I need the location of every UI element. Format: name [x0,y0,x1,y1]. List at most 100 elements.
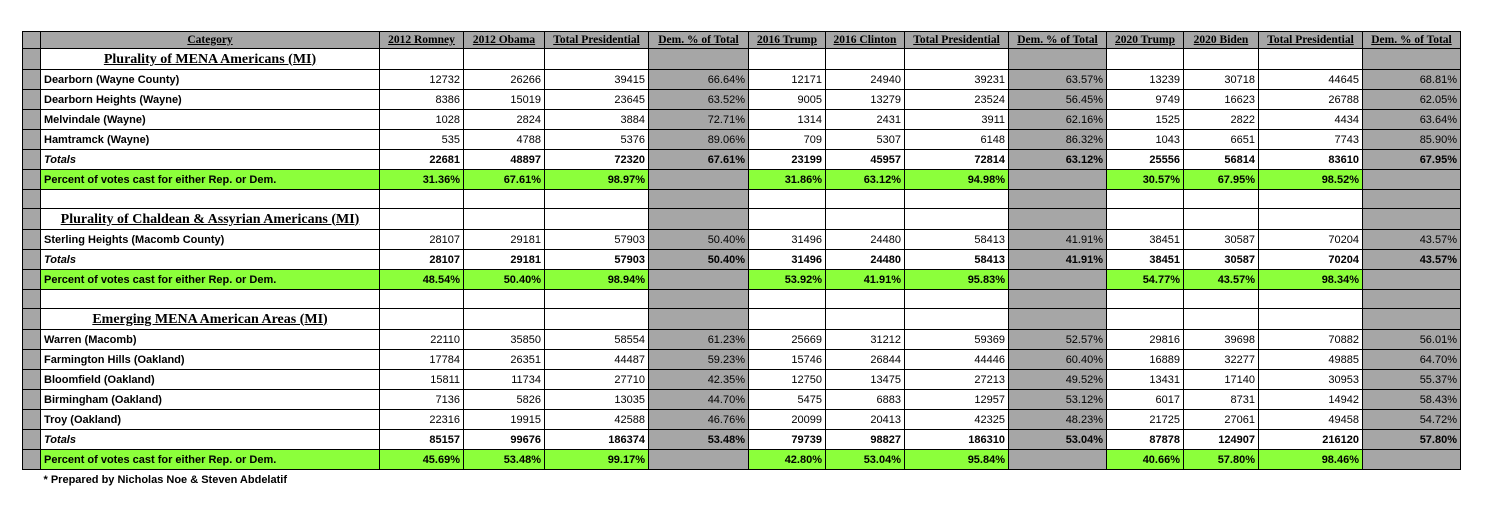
value-cell: 15811 [379,369,464,390]
row-gutter [23,470,41,490]
percent-value: 53.04% [825,449,905,470]
empty-cell [648,308,749,330]
column-header: Dem. % of Total [1362,31,1461,49]
table-row: Dearborn Heights (Wayne) 8386 15019 23645 63… [22,89,1461,110]
value-cell: 39698 [1183,329,1259,350]
value-cell: 6017 [1106,389,1184,410]
percent-value: 53.92% [748,269,826,290]
value-cell: 57903 [544,229,649,250]
empty-cell [825,289,905,309]
value-cell: 2822 [1183,109,1259,130]
percent-value: 54.77% [1106,269,1184,290]
empty-cell [1106,189,1184,209]
value-cell: 15019 [463,89,545,110]
election-results-table: Category 2012 Romney 2012 Obama Total Presi… [22,31,1461,489]
empty-cell [748,308,826,330]
totals-value: 45957 [825,149,905,170]
percent-value [648,269,749,290]
totals-row: Totals 85157 99676 186374 53.48% 79739 98827 18… [22,429,1461,450]
value-cell: 5376 [544,129,649,150]
value-cell: 20413 [825,409,905,430]
value-cell: 24480 [825,229,905,250]
percent-value [1362,269,1461,290]
value-cell: 70882 [1258,329,1363,350]
section-title-row: Emerging MENA American Areas (MI) [22,308,1461,330]
percent-value: 48.54% [379,269,464,290]
value-cell: 709 [748,129,826,150]
value-cell: 63.64% [1362,109,1461,130]
empty-cell [544,208,649,230]
value-cell: 1043 [1106,129,1184,150]
empty-cell [749,470,826,490]
column-header: 2012 Obama [463,31,545,49]
empty-cell [825,308,905,330]
totals-value: 79739 [748,429,826,450]
value-cell: 43.57% [1362,229,1461,250]
section-title: Plurality of MENA Americans (MI) [40,48,380,70]
value-cell: 58554 [544,329,649,350]
empty-cell [649,470,749,490]
percent-value [1008,169,1107,190]
totals-label: Totals [40,249,380,270]
empty-cell [544,48,649,70]
value-cell: 56.45% [1008,89,1107,110]
percent-value: 43.57% [1183,269,1259,290]
value-cell: 8731 [1183,389,1259,410]
totals-value: 50.40% [648,249,749,270]
percent-label: Percent of votes cast for either Rep. or… [40,269,380,290]
value-cell: 27061 [1183,409,1259,430]
value-cell: 5475 [748,389,826,410]
value-cell: 29816 [1106,329,1184,350]
row-label: Dearborn (Wayne County) [40,69,380,90]
empty-cell [648,208,749,230]
totals-value: 87878 [1106,429,1184,450]
column-header: 2016 Clinton [825,31,905,49]
row-gutter [22,109,41,130]
percent-value: 99.17% [544,449,649,470]
empty-cell [1106,289,1184,309]
empty-cell [379,189,464,209]
row-gutter [22,89,41,110]
value-cell: 60.40% [1008,349,1107,370]
value-cell: 2824 [463,109,545,130]
column-header: Dem. % of Total [648,31,749,49]
percent-value: 67.61% [463,169,545,190]
value-cell: 55.37% [1362,369,1461,390]
empty-cell [40,189,380,209]
value-cell: 63.52% [648,89,749,110]
value-cell: 89.06% [648,129,749,150]
column-header: Category [40,31,380,49]
totals-label: Totals [40,149,380,170]
empty-cell [379,48,464,70]
column-header: Total Presidential [904,31,1009,49]
totals-value: 57903 [544,249,649,270]
percent-value: 98.52% [1258,169,1363,190]
row-gutter [22,208,41,230]
empty-cell [1362,308,1461,330]
empty-cell [1009,470,1107,490]
row-gutter [22,409,41,430]
percent-row: Percent of votes cast for either Rep. or… [22,169,1461,190]
row-gutter [22,349,41,370]
empty-cell [544,289,649,309]
row-label: Dearborn Heights (Wayne) [40,89,380,110]
section-title-row: Plurality of MENA Americans (MI) [22,48,1461,70]
row-label: Sterling Heights (Macomb County) [40,229,380,250]
empty-cell [1183,289,1259,309]
value-cell: 16889 [1106,349,1184,370]
empty-cell [1184,470,1259,490]
empty-cell [1362,208,1461,230]
footnote-row: * Prepared by Nicholas Noe & Steven Abde… [23,470,1461,490]
value-cell: 22110 [379,329,464,350]
percent-value: 67.95% [1183,169,1259,190]
column-header: Dem. % of Total [1008,31,1107,49]
value-cell: 23645 [544,89,649,110]
value-cell: 3911 [904,109,1009,130]
row-gutter [22,229,41,250]
empty-cell [748,208,826,230]
percent-value: 98.94% [544,269,649,290]
empty-cell [1363,470,1461,490]
value-cell: 26266 [463,69,545,90]
percent-value: 40.66% [1106,449,1184,470]
empty-cell [1106,48,1184,70]
